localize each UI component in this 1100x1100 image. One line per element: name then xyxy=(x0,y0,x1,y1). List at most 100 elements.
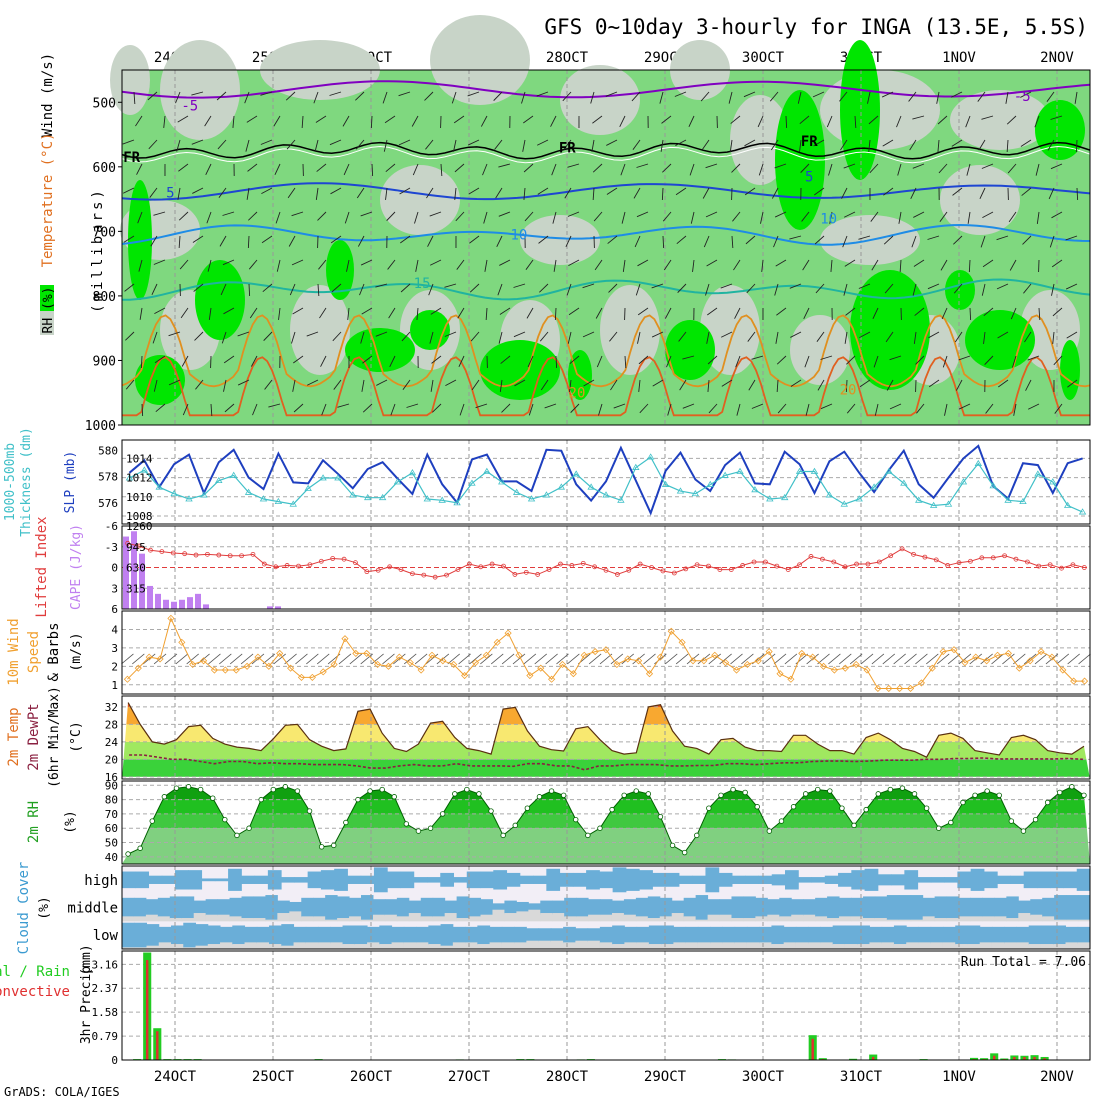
wind-barb xyxy=(873,355,879,368)
thickness-point xyxy=(602,491,610,498)
cloud-cell xyxy=(1042,897,1055,918)
bottom-date-label: 31OCT xyxy=(840,1069,883,1085)
cloud-cell xyxy=(281,924,295,947)
cloud-cell xyxy=(991,926,1005,944)
thickness-point xyxy=(959,478,968,485)
wind-barb xyxy=(606,139,618,146)
wind-barb xyxy=(912,115,925,120)
lifted-index-point xyxy=(660,568,666,574)
cloud-cell xyxy=(625,868,640,891)
wind-speed-point xyxy=(928,664,936,672)
cloud-cell xyxy=(161,875,176,884)
rh-high-patch xyxy=(775,90,825,230)
thickness-point xyxy=(468,479,476,486)
rh-low-patch xyxy=(560,65,640,135)
cloud-cell xyxy=(122,897,135,918)
wind-barb xyxy=(155,403,166,413)
cloud-gap xyxy=(930,942,944,949)
wind-speed-point xyxy=(450,660,458,669)
wind-barb xyxy=(705,283,710,296)
cloud-gap xyxy=(122,947,135,949)
cloud-gap xyxy=(719,914,732,922)
rh-point xyxy=(331,842,337,849)
lifted-index-point xyxy=(296,563,301,569)
lifted-index-point xyxy=(580,560,586,566)
wind-speed-point xyxy=(145,653,153,661)
cloud-gap xyxy=(862,918,876,922)
wind-speed-point xyxy=(1037,648,1045,656)
thickness-point xyxy=(646,453,655,460)
wind-barb xyxy=(706,259,718,267)
lifted-index-point xyxy=(182,551,188,557)
wind-barb xyxy=(263,331,273,341)
cloud-cell xyxy=(480,871,494,889)
wind-speed-point xyxy=(515,651,523,659)
thickness-point xyxy=(766,495,774,502)
thickness-point xyxy=(944,500,953,507)
wind-speed-point xyxy=(526,671,534,680)
wind-barb xyxy=(1074,91,1078,104)
rh-high-patch xyxy=(326,240,354,300)
pressure-axis-label: (millibars) xyxy=(90,187,106,313)
cloud-cell xyxy=(587,928,601,943)
wind-barb xyxy=(246,187,250,200)
wind-barb xyxy=(249,307,258,319)
cloud-gap xyxy=(934,918,948,922)
wind-barb xyxy=(163,115,166,128)
lifted-index-point xyxy=(728,567,734,572)
wind-barb xyxy=(124,283,135,292)
temp-band xyxy=(122,759,1090,777)
pressure-tick-label: 800 xyxy=(93,290,116,305)
thickness-point xyxy=(125,474,134,481)
wind-barb xyxy=(610,379,618,391)
wind-barb-surface xyxy=(806,653,819,665)
wind-barb xyxy=(456,259,465,270)
wind-barb xyxy=(210,403,213,417)
wind-barb xyxy=(843,283,848,296)
slp-tick-label: 1012 xyxy=(126,472,153,485)
wind-barb xyxy=(285,91,296,101)
wind-speed-point xyxy=(232,666,240,674)
rh-point xyxy=(560,792,567,799)
thickness-point xyxy=(885,467,893,474)
wind-barb xyxy=(721,331,733,338)
lifted-index-point xyxy=(671,570,677,576)
cloud-cell xyxy=(1004,926,1017,944)
wind-barb-surface xyxy=(936,653,950,665)
wind-barb xyxy=(247,235,250,249)
wind-barb xyxy=(319,307,327,319)
wind-barb xyxy=(122,139,135,145)
cloud-cell xyxy=(432,897,446,918)
wind-barb xyxy=(846,403,856,414)
cloud-cell xyxy=(183,922,197,948)
cloud-gap xyxy=(133,916,147,922)
thickness-point xyxy=(661,480,670,487)
cloud-cell xyxy=(659,897,673,918)
wind-barb xyxy=(707,355,718,365)
wind-barb xyxy=(661,187,664,201)
wind-barb xyxy=(567,331,572,344)
cloud-cell xyxy=(922,897,936,918)
cloud-cell xyxy=(827,896,840,919)
cloud-cell xyxy=(428,925,442,945)
rh-high-patch xyxy=(480,340,560,400)
wind-barb xyxy=(470,331,480,342)
wind-barb xyxy=(605,91,618,97)
precip-tick-label: 1.58 xyxy=(92,1006,119,1019)
wind-speed-point xyxy=(580,651,588,659)
wind-barb xyxy=(551,163,557,176)
wind-barb xyxy=(125,379,135,390)
temperature-axis-label: Temperature (°C) xyxy=(40,133,56,268)
wind-barb-surface xyxy=(1056,653,1070,665)
wind-barb xyxy=(469,235,480,244)
cloud-cell xyxy=(528,903,541,912)
rh-point xyxy=(1069,784,1075,790)
wind-speed-point xyxy=(613,660,621,669)
cloud-cell xyxy=(220,926,233,944)
wind-speed-point xyxy=(722,659,730,667)
wind-barb xyxy=(150,235,158,247)
rh-point xyxy=(270,786,276,793)
thickness-point xyxy=(974,459,983,467)
lifted-index-point xyxy=(558,561,563,567)
wind-speed-point xyxy=(308,673,316,681)
